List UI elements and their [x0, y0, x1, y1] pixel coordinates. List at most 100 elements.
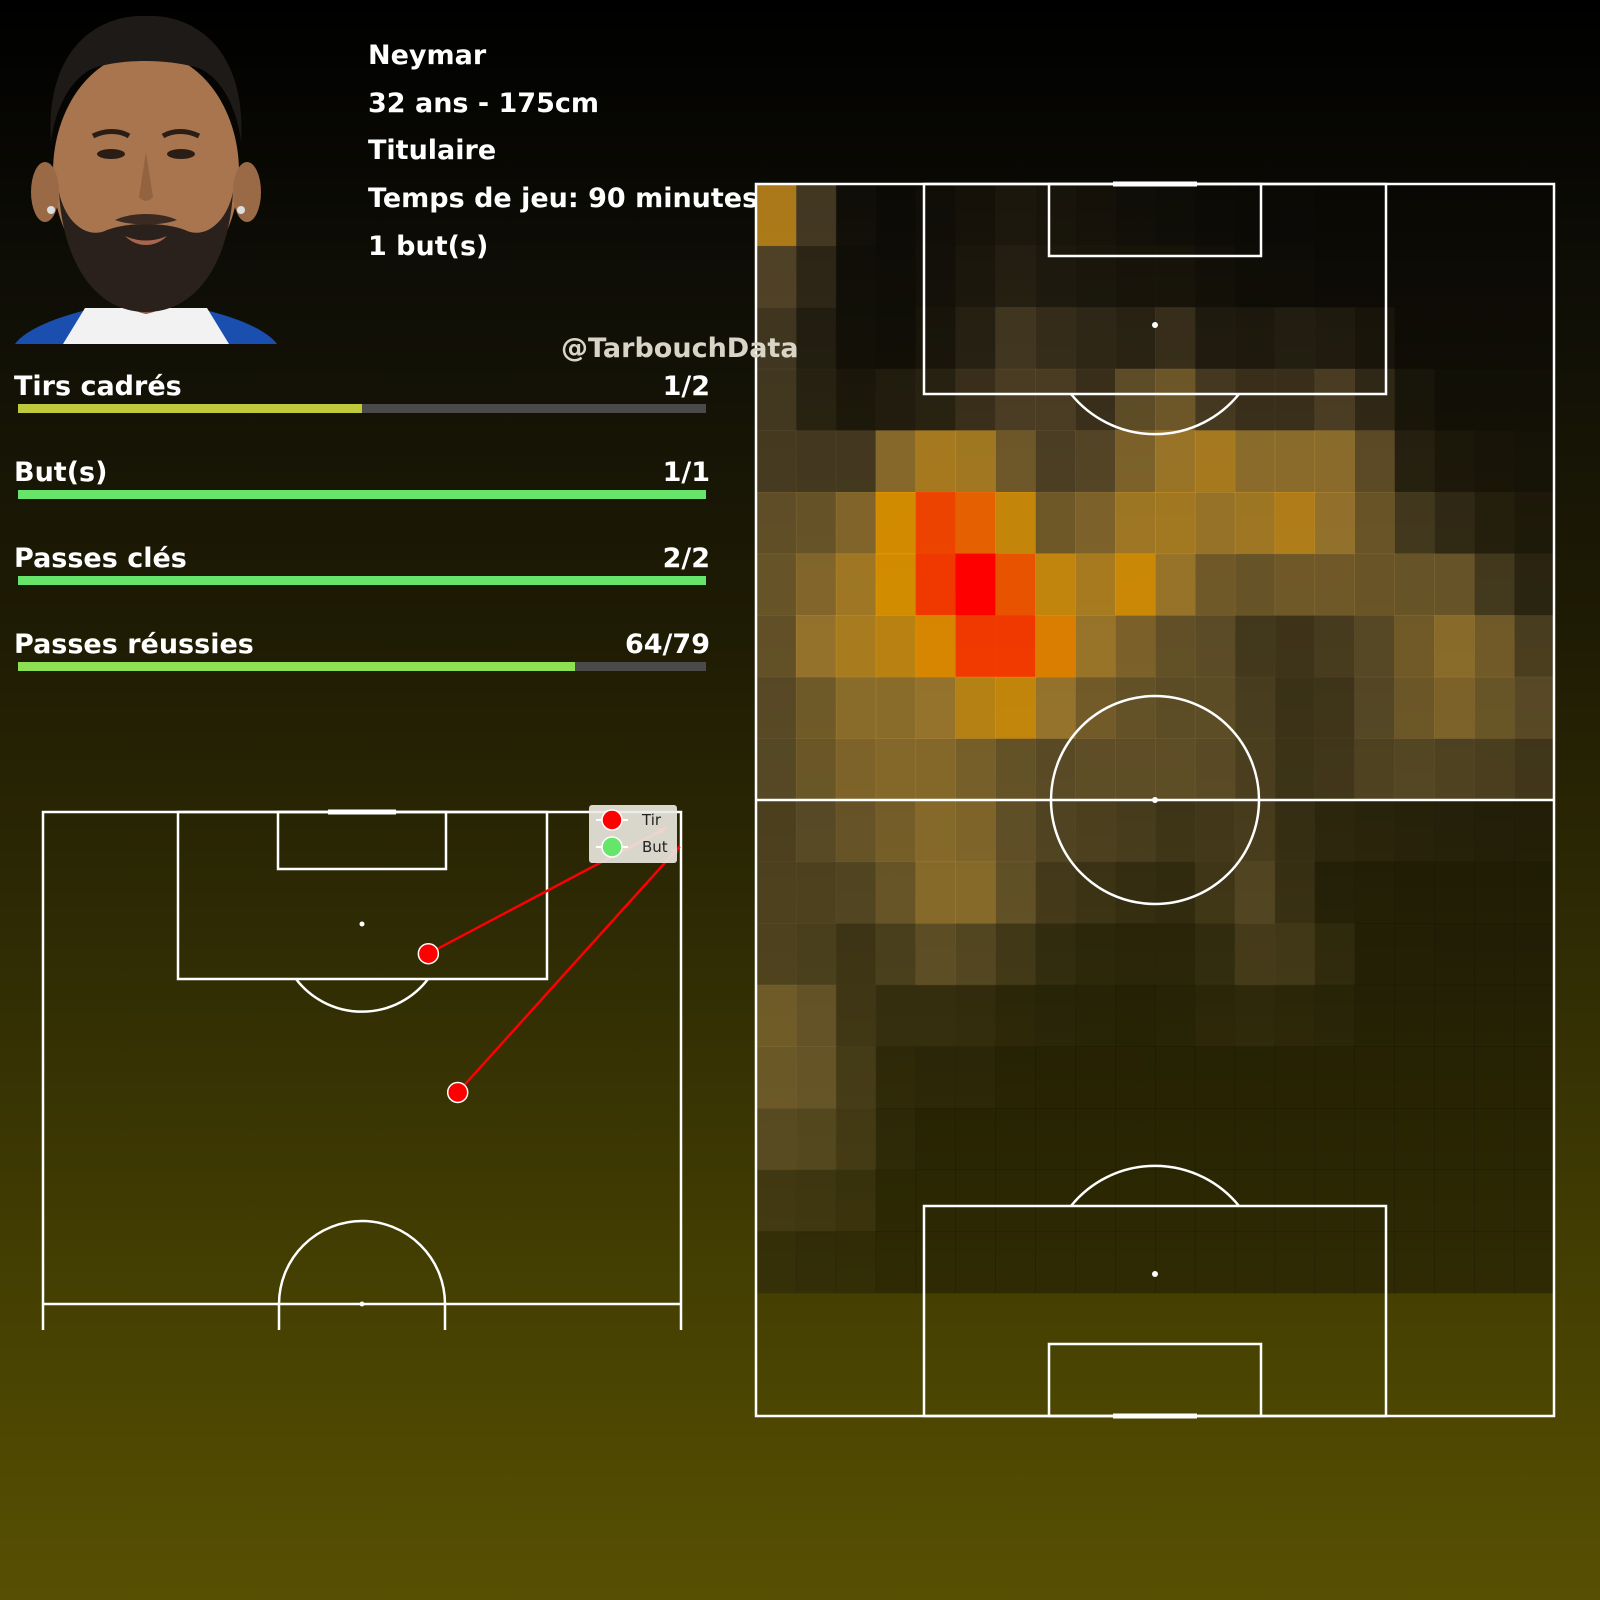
heatmap-cell: [915, 1046, 956, 1109]
heatmap-cell: [1514, 553, 1555, 616]
heatmap-cell: [1514, 492, 1555, 555]
heatmap-cell: [1434, 923, 1475, 986]
heatmap-cell: [1155, 1231, 1196, 1294]
heatmap-cell: [955, 368, 996, 431]
heatmap-cell: [1075, 1169, 1116, 1232]
heatmap-cell: [1514, 615, 1555, 678]
heatmap-cell: [915, 492, 956, 555]
heatmap-cell: [1234, 184, 1276, 247]
heatmap-cell: [1075, 492, 1116, 555]
heatmap-cell: [1474, 368, 1515, 431]
heatmap-cell: [1474, 615, 1515, 678]
heatmap-cell: [1474, 430, 1515, 493]
heatmap-cell: [1394, 1231, 1435, 1294]
heatmap-cell: [835, 430, 877, 493]
heatmap-cell: [995, 492, 1036, 555]
heatmap-cell: [1314, 1046, 1355, 1109]
heatmap-cell: [835, 368, 877, 431]
heatmap-cell: [995, 307, 1036, 370]
stat-bar-track: [18, 490, 706, 499]
heatmap-cell: [1115, 307, 1156, 370]
heatmap-cell: [1274, 430, 1316, 493]
heatmap-cell: [875, 368, 917, 431]
bottom-six-yard-box: [1047, 1342, 1263, 1418]
stat-label: But(s): [14, 457, 108, 488]
heatmap-cell: [955, 245, 996, 308]
stat-bar-fill: [18, 576, 706, 585]
heatmap-cell: [1194, 1046, 1236, 1109]
heatmap-cell: [795, 184, 837, 247]
heatmap-cell: [955, 1046, 996, 1109]
heatmap-cell: [875, 1231, 917, 1294]
heatmap-cell: [756, 1169, 797, 1232]
heatmap-cell: [1075, 1108, 1116, 1171]
heatmap-cell: [1314, 984, 1355, 1047]
heatmap-cell: [955, 984, 996, 1047]
heatmap-cell: [875, 1108, 917, 1171]
heatmap-cell: [1354, 1108, 1395, 1171]
heatmap-cell: [1394, 800, 1435, 863]
heatmap-cell: [1075, 430, 1116, 493]
heatmap-cell: [1354, 984, 1395, 1047]
heatmap-cell: [1434, 615, 1475, 678]
heatmap-cell: [1474, 1046, 1515, 1109]
heatmap-cell: [915, 245, 956, 308]
stat-bar-fill: [18, 490, 706, 499]
heatmap-cell: [835, 615, 877, 678]
shots-layer: [417, 826, 681, 1104]
watermark: @TarbouchData: [561, 333, 799, 364]
heatmap-cell: [1354, 923, 1395, 986]
heatmap-cell: [756, 184, 797, 247]
stat-bar-track: [18, 576, 706, 585]
heatmap-cell: [1314, 368, 1355, 431]
heatmap-cell: [1394, 984, 1435, 1047]
shot-trajectory-0: [456, 845, 681, 1094]
heatmap-cell: [1234, 1046, 1276, 1109]
heatmap-cell: [835, 184, 877, 247]
heatmap-cell: [1394, 368, 1435, 431]
heatmap-cell: [795, 1169, 837, 1232]
heatmap-cell: [1394, 1108, 1435, 1171]
heatmap-cell: [995, 1108, 1036, 1171]
heatmap-cell: [1194, 800, 1236, 863]
heatmap-cell: [1194, 553, 1236, 616]
stat-bar-fill: [18, 662, 576, 671]
heatmap-cell: [1474, 1169, 1515, 1232]
heatmap-cell: [995, 615, 1036, 678]
heatmap-cell: [955, 553, 996, 616]
center-spot: [1152, 797, 1158, 803]
heatmap-cell: [835, 1046, 877, 1109]
heatmap-cell: [1514, 1046, 1555, 1109]
center-circle: [277, 1219, 447, 1330]
heatmap-cell: [955, 492, 996, 555]
heatmap-cell: [1314, 615, 1355, 678]
heatmap-cell: [1155, 738, 1196, 801]
heatmap-cell: [1434, 492, 1475, 555]
stat-label: Passes clés: [14, 543, 187, 574]
heatmap-cell: [756, 800, 797, 863]
heatmap-cell: [1155, 492, 1196, 555]
heatmap-cell: [1115, 923, 1156, 986]
heatmap-cell: [1234, 368, 1276, 431]
heatmap-cell: [756, 923, 797, 986]
heatmap-cell: [995, 1169, 1036, 1232]
heatmap-cell: [1474, 1231, 1515, 1294]
heatmap-cell: [756, 984, 797, 1047]
legend-marker-tir: [601, 809, 623, 831]
heatmap-cell: [1514, 800, 1555, 863]
heatmap-cell: [1075, 307, 1116, 370]
heatmap-cell: [1155, 1169, 1196, 1232]
heatmap-cell: [875, 1046, 917, 1109]
heatmap-cell: [1194, 307, 1236, 370]
heatmap-cell: [1514, 307, 1555, 370]
heatmap-cell: [915, 368, 956, 431]
heatmap-cell: [1354, 738, 1395, 801]
heatmap-cell: [795, 861, 837, 924]
heatmap-cell: [1434, 307, 1475, 370]
heatmap-cell: [915, 615, 956, 678]
heatmap-cell: [1394, 1046, 1435, 1109]
stat-bar-fill: [18, 404, 362, 413]
heatmap-cell: [1354, 492, 1395, 555]
heatmap-cell: [1274, 1169, 1316, 1232]
shot-marker-1: [417, 942, 440, 965]
